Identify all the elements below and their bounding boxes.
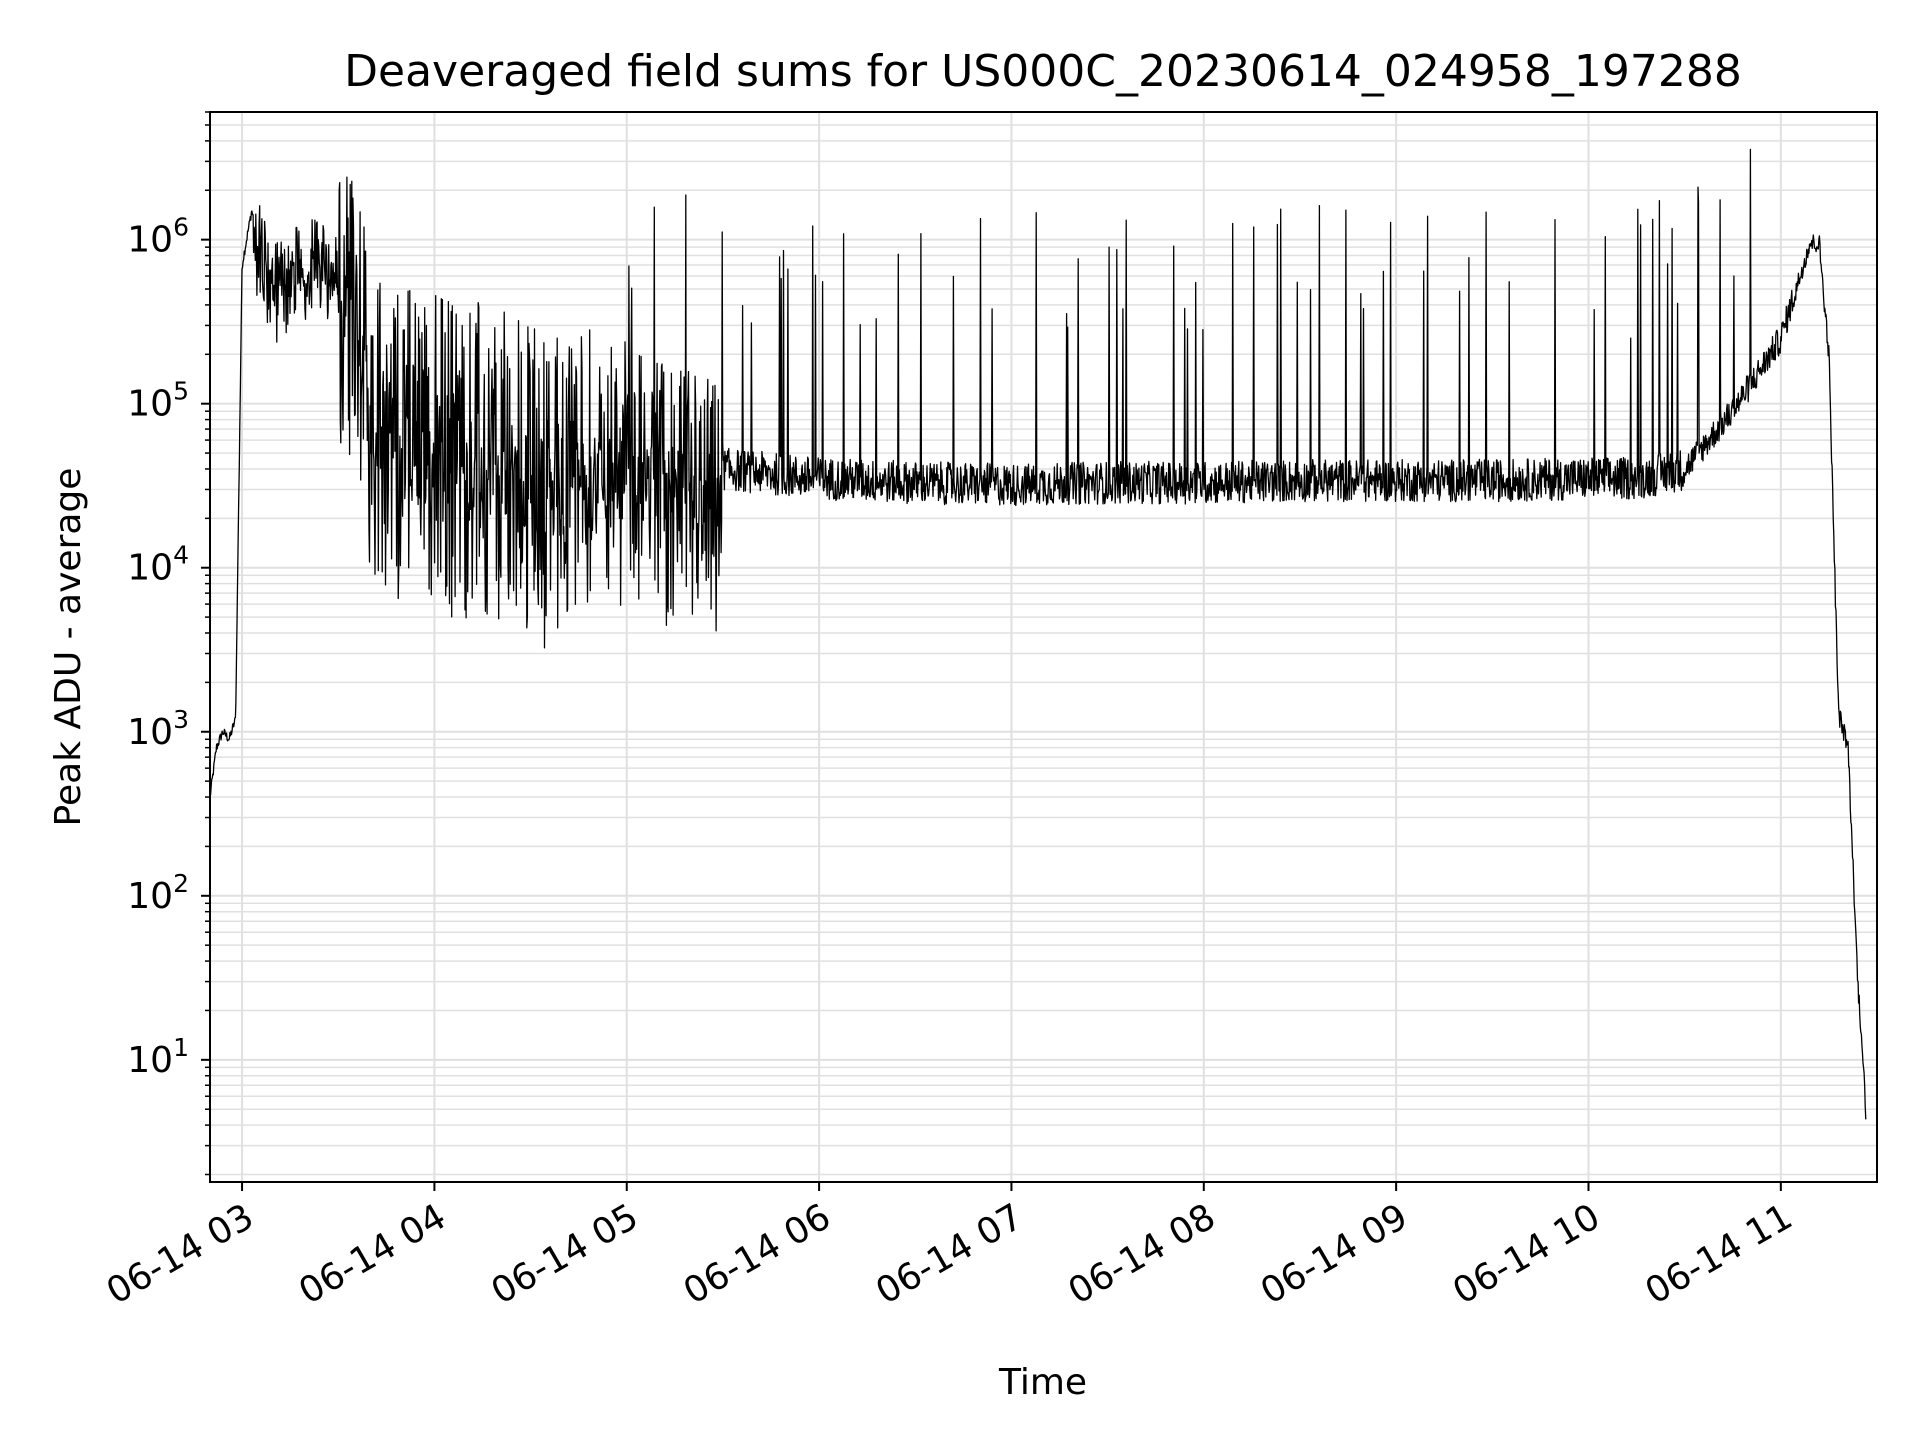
series-line: [209, 148, 1867, 1120]
series-layer: [209, 148, 1867, 1120]
y-tick-label: 103: [127, 705, 189, 753]
y-tick-label: 104: [127, 541, 189, 589]
x-axis-label: Time: [998, 1362, 1087, 1403]
y-tick-label: 102: [127, 869, 189, 917]
y-tick-label: 106: [127, 213, 189, 261]
y-tick-label: 101: [127, 1033, 189, 1081]
chart-title: Deaveraged field sums for US000C_2023061…: [344, 46, 1742, 97]
plot-frame: [209, 111, 1878, 1183]
grid: [210, 111, 1877, 1182]
y-tick-label: 105: [127, 377, 189, 425]
y-axis-label: Peak ADU - average: [48, 468, 89, 827]
